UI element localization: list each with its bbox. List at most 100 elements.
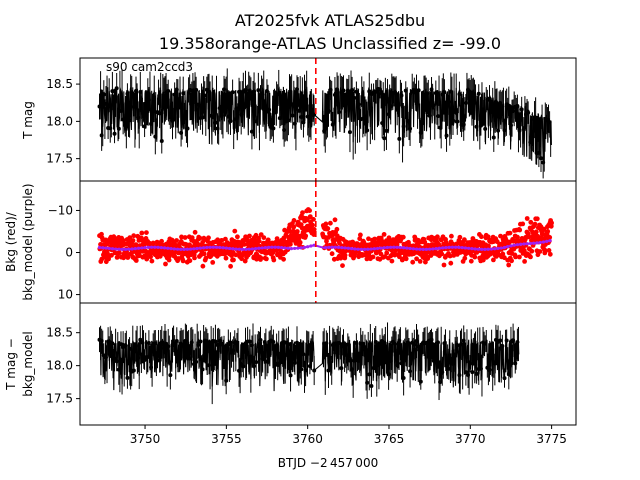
data-point (526, 110, 531, 115)
bkg-model-point (528, 241, 533, 246)
data-point (103, 355, 108, 360)
data-point (491, 135, 496, 140)
bkg-model-point (195, 246, 199, 251)
bkg-point (340, 263, 345, 268)
data-point (213, 120, 218, 125)
bkg-point (256, 238, 262, 244)
bkg-model-point (457, 245, 461, 250)
data-point (247, 339, 252, 344)
data-point (110, 341, 115, 346)
bkg-point (109, 252, 114, 258)
x-tick-label: 3760 (292, 432, 323, 446)
data-point (127, 346, 132, 351)
y-tick-label: 10 (58, 288, 73, 302)
bkg-point (449, 233, 454, 239)
x-tick-label: 3770 (455, 432, 486, 446)
bkg-point (448, 260, 454, 266)
bkg-model-point (228, 246, 232, 251)
data-point (453, 352, 458, 357)
bkg-model-point (241, 247, 245, 251)
bkg-point (210, 260, 216, 265)
bkg-point (175, 256, 181, 261)
bkg-model-point (306, 245, 310, 249)
y-tick-label: 18.5 (46, 77, 73, 91)
bkg-model-point (454, 245, 458, 249)
bkg-model-point (447, 245, 451, 249)
top-ylabel: T mag (21, 101, 35, 140)
bkg-model-point (467, 246, 471, 250)
y-tick-label: 17.5 (46, 152, 73, 166)
data-point (142, 358, 147, 363)
bkg-model-point (143, 246, 147, 250)
data-point (301, 120, 306, 125)
bkg-model-point (234, 247, 238, 251)
bkg-point (131, 233, 137, 239)
bkg-point (247, 233, 252, 239)
bkg-model-point (117, 247, 121, 251)
bkg-point (400, 234, 406, 240)
data-point (412, 342, 417, 347)
bkg-model-point (247, 247, 251, 251)
data-point (414, 91, 419, 96)
data-point (213, 339, 218, 344)
bkg-model-point (489, 247, 494, 251)
bkg-model-point (208, 245, 212, 249)
data-point (176, 355, 181, 360)
bkg-point (436, 241, 442, 247)
bkg-point (520, 221, 526, 227)
bkg-point (324, 238, 329, 244)
data-point (219, 342, 224, 347)
bkg-point (294, 229, 300, 234)
data-point (337, 110, 342, 115)
data-point (136, 355, 141, 360)
data-point (352, 95, 357, 100)
bkg-model-point (437, 246, 441, 250)
bkg-model-point (372, 247, 376, 251)
data-point (382, 136, 387, 141)
bkg-model-point (221, 246, 225, 250)
data-point (427, 113, 432, 118)
bkg-point (264, 256, 269, 262)
bkg-point (447, 253, 453, 259)
data-point (168, 373, 173, 378)
bkg-point (144, 256, 150, 262)
data-point (200, 115, 205, 120)
data-point (354, 89, 359, 94)
data-point (110, 89, 115, 94)
bkg-point (174, 238, 180, 243)
bkg-point (537, 249, 543, 254)
data-point (258, 338, 263, 343)
bkg-model-point (286, 246, 290, 250)
bkg-point (328, 220, 333, 226)
bkg-point (541, 226, 547, 232)
bkg-model-point (431, 247, 435, 251)
bkg-point (547, 251, 553, 257)
data-point (483, 126, 488, 131)
bkg-point (532, 221, 538, 227)
data-point (418, 379, 423, 384)
data-point (373, 339, 378, 344)
bkg-model-point (182, 247, 186, 251)
bkg-model-point (519, 242, 523, 246)
bkg-model-point (333, 245, 337, 249)
top-annotation: s90 cam2ccd3 (106, 60, 193, 74)
bkg-point (228, 263, 234, 269)
panel-frame (79, 302, 577, 426)
data-point (172, 341, 177, 346)
bkg-point (491, 257, 496, 263)
bkg-point (479, 234, 484, 240)
bkg-point (506, 262, 512, 268)
bkg-point (528, 219, 534, 225)
y-tick-label: 17.5 (46, 392, 73, 406)
bkg-point (242, 258, 248, 264)
data-point (502, 128, 507, 133)
data-point (297, 108, 302, 113)
bkg-point (166, 257, 172, 263)
data-point (395, 363, 400, 368)
bkg-point (389, 258, 395, 264)
bkg-point (517, 254, 522, 260)
data-point (515, 104, 520, 109)
data-point (416, 344, 421, 349)
bkg-model-point (104, 246, 108, 250)
bkg-model-point (283, 246, 287, 250)
